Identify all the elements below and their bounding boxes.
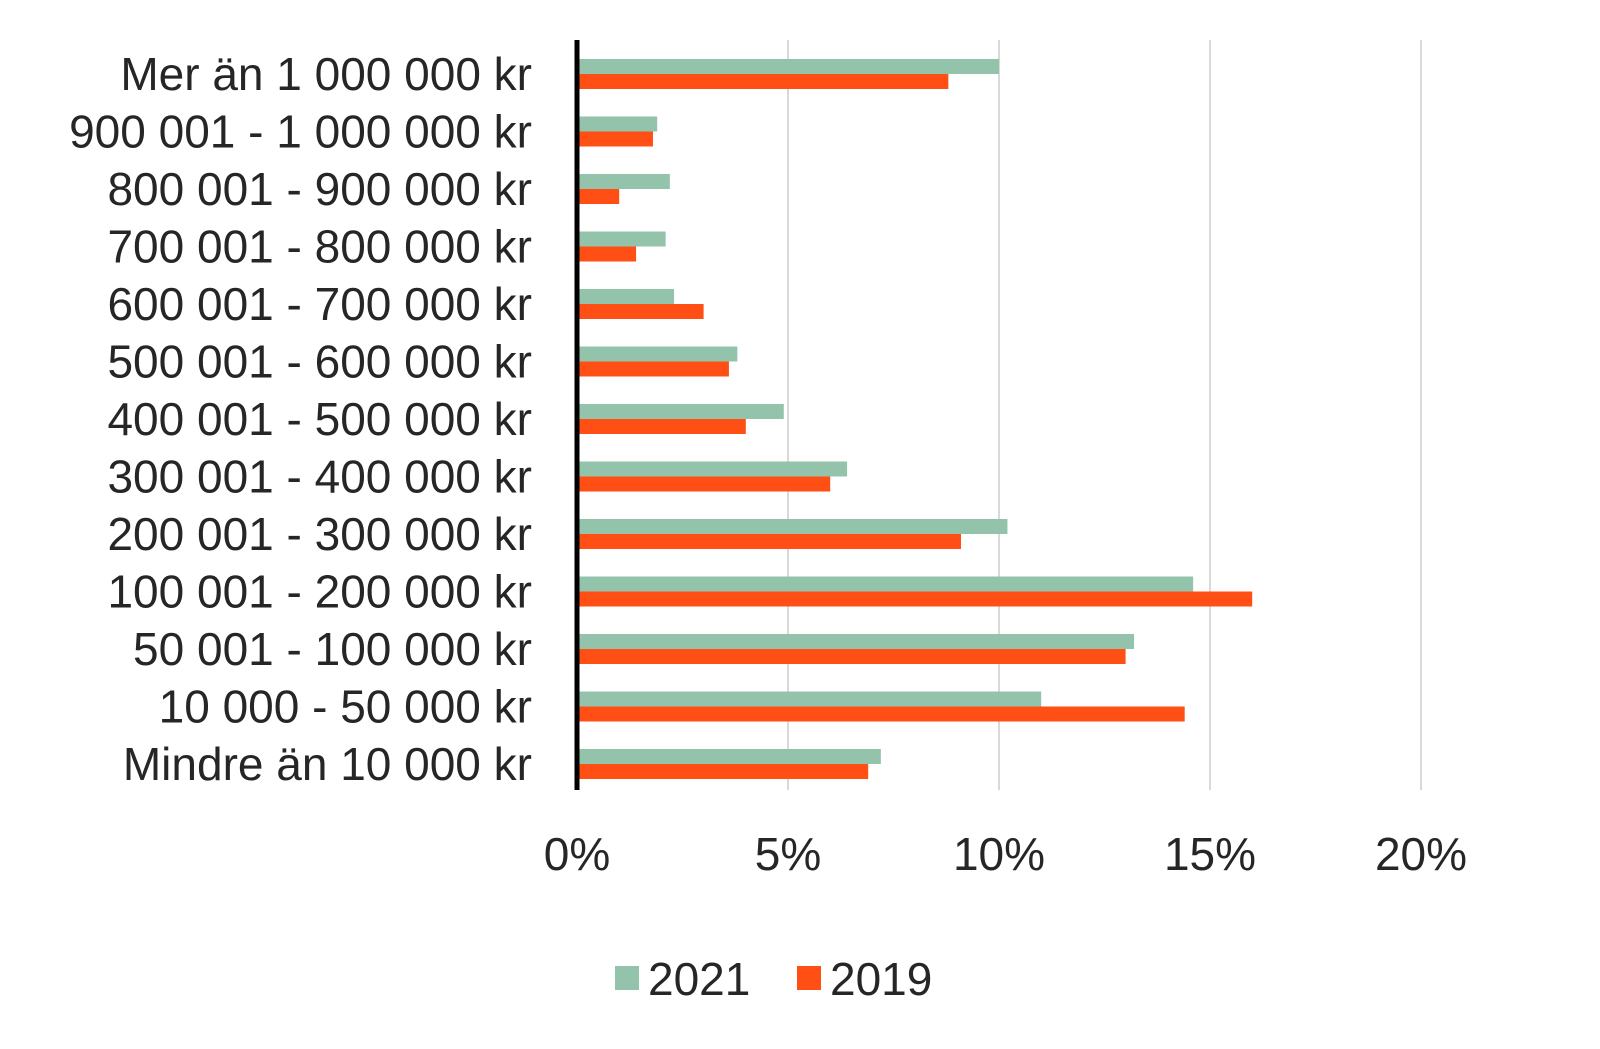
- bar-2019: [577, 246, 637, 262]
- category-label: Mer än 1 000 000 kr: [120, 48, 532, 100]
- bar-2019: [577, 476, 831, 492]
- category-label: 900 001 - 1 000 000 kr: [69, 106, 532, 158]
- bar-2019: [577, 591, 1253, 607]
- category-label: 700 001 - 800 000 kr: [107, 221, 532, 273]
- bar-2019: [577, 304, 704, 319]
- bar-2021: [577, 59, 999, 74]
- category-label: 200 001 - 300 000 kr: [107, 508, 532, 560]
- category-label: 800 001 - 900 000 kr: [107, 163, 532, 215]
- bar-2021: [577, 634, 1135, 649]
- legend-swatch: [615, 966, 639, 990]
- bar-2019: [577, 534, 962, 549]
- category-label: 400 001 - 500 000 kr: [107, 393, 532, 445]
- bar-2019: [577, 419, 746, 434]
- bar-2021: [577, 749, 881, 764]
- bars: [577, 59, 1253, 779]
- category-label: Mindre än 10 000 kr: [123, 738, 532, 790]
- bar-2019: [577, 361, 729, 377]
- category-label: 500 001 - 600 000 kr: [107, 336, 532, 388]
- bar-2021: [577, 289, 675, 304]
- bar-2021: [577, 116, 658, 132]
- legend-label: 2019: [830, 953, 932, 1005]
- bar-2019: [577, 649, 1126, 664]
- bar-2021: [577, 519, 1008, 534]
- bar-2021: [577, 691, 1042, 707]
- x-tick-label: 10%: [953, 828, 1045, 880]
- bar-2021: [577, 174, 670, 189]
- bar-2019: [577, 131, 653, 147]
- x-tick-label: 5%: [755, 828, 821, 880]
- x-tick-labels: 0% 5% 10% 15% 20%: [544, 828, 1467, 880]
- category-labels: Mer än 1 000 000 kr 900 001 - 1 000 000 k…: [69, 48, 532, 790]
- category-label: 600 001 - 700 000 kr: [107, 278, 532, 330]
- bar-2019: [577, 74, 949, 89]
- category-label: 300 001 - 400 000 kr: [107, 451, 532, 503]
- legend-swatch: [797, 966, 821, 990]
- legend-label: 2021: [648, 953, 750, 1005]
- bar-2021: [577, 576, 1194, 592]
- category-label: 50 001 - 100 000 kr: [133, 623, 532, 675]
- legend: 2021 2019: [615, 953, 932, 1005]
- bar-2021: [577, 461, 848, 477]
- gridlines: [787, 40, 1422, 790]
- bar-2021: [577, 346, 738, 362]
- bar-2021: [577, 231, 666, 247]
- bar-2019: [577, 189, 620, 204]
- category-label: 10 000 - 50 000 kr: [159, 681, 532, 733]
- x-tick-label: 0%: [544, 828, 610, 880]
- x-tick-label: 20%: [1375, 828, 1467, 880]
- bar-2019: [577, 764, 869, 779]
- bar-2021: [577, 404, 784, 419]
- category-label: 100 001 - 200 000 kr: [107, 566, 532, 618]
- x-tick-label: 15%: [1164, 828, 1256, 880]
- bar-2019: [577, 706, 1185, 722]
